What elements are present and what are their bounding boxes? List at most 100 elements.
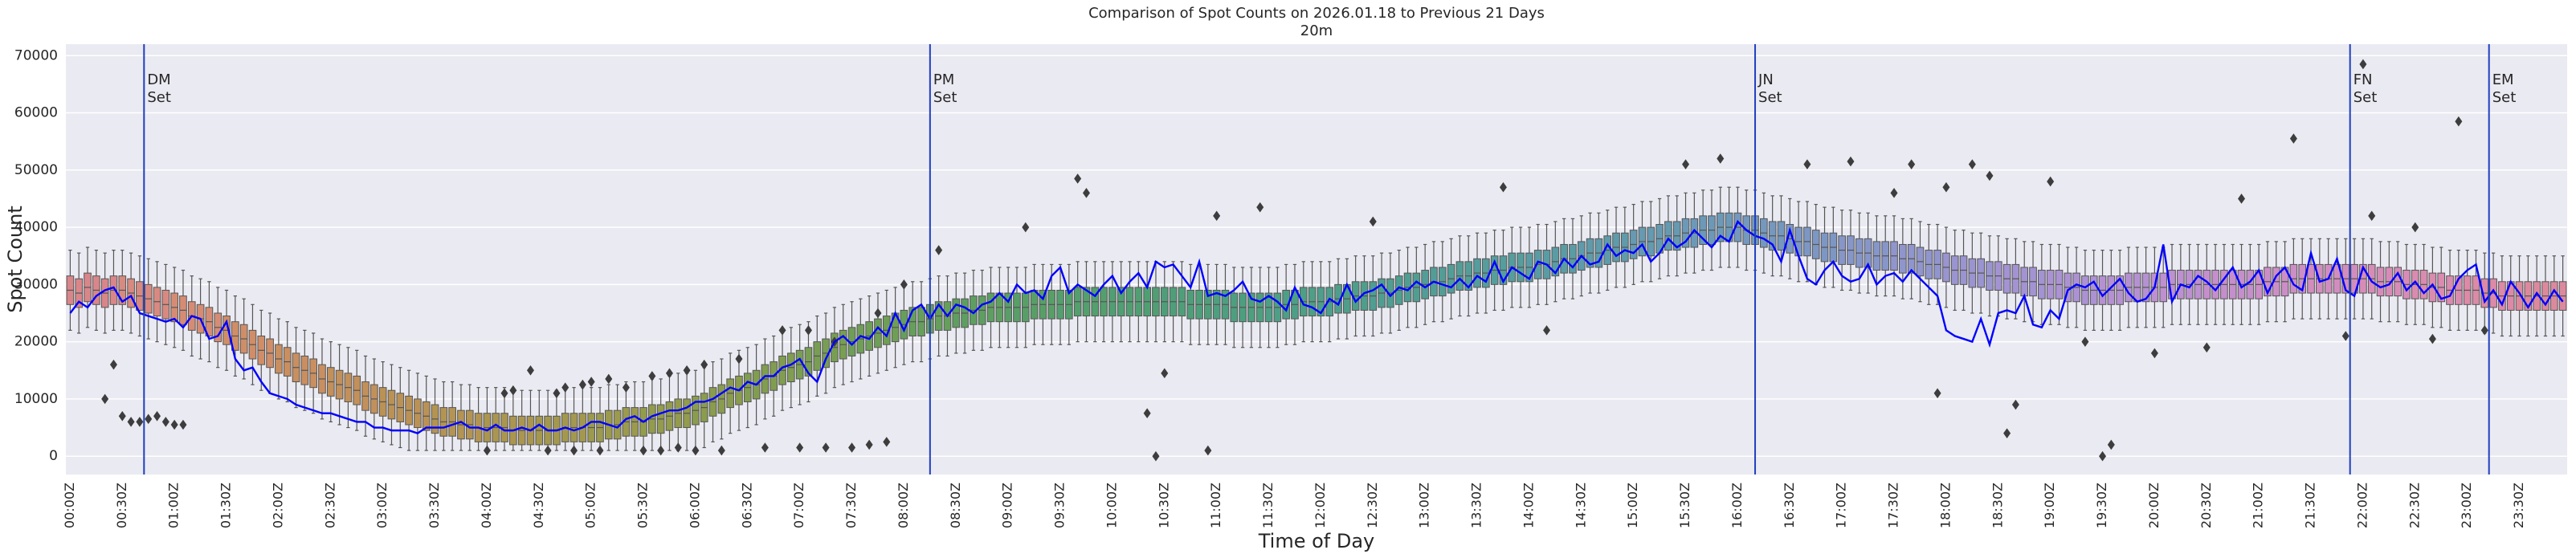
event-label: EM bbox=[2492, 71, 2514, 88]
outlier bbox=[2359, 59, 2367, 70]
outlier bbox=[1369, 216, 1377, 227]
x-tick-label: 12:30Z bbox=[1365, 483, 1380, 528]
outlier bbox=[553, 388, 561, 399]
outlier bbox=[2341, 331, 2349, 341]
x-tick-label: 13:30Z bbox=[1469, 483, 1484, 528]
outlier bbox=[1847, 156, 1855, 167]
outlier bbox=[561, 382, 569, 393]
outlier bbox=[179, 419, 187, 430]
x-tick-label: 15:30Z bbox=[1677, 483, 1692, 528]
outlier bbox=[1256, 202, 1264, 213]
reference-line bbox=[69, 219, 2564, 435]
outlier bbox=[509, 385, 517, 396]
x-tick-label: 19:00Z bbox=[2042, 483, 2057, 528]
x-tick-label: 03:00Z bbox=[374, 483, 390, 528]
outlier bbox=[1942, 181, 1950, 193]
outlier bbox=[526, 365, 534, 376]
outlier bbox=[1022, 222, 1030, 233]
x-tick-label: 04:30Z bbox=[531, 483, 546, 528]
outlier bbox=[1890, 188, 1898, 198]
x-tick-label: 06:00Z bbox=[687, 483, 702, 528]
y-tick-label: 60000 bbox=[14, 105, 58, 121]
outlier bbox=[822, 442, 830, 453]
x-tick-label: 17:00Z bbox=[1834, 483, 1849, 528]
outlier bbox=[648, 371, 656, 381]
outlier bbox=[101, 393, 109, 405]
y-tick-label: 0 bbox=[49, 448, 58, 464]
outlier bbox=[692, 445, 700, 456]
outlier bbox=[1152, 450, 1160, 462]
outlier bbox=[153, 410, 161, 422]
x-tick-label: 22:30Z bbox=[2407, 483, 2422, 528]
x-tick-label: 19:30Z bbox=[2094, 483, 2109, 528]
outlier bbox=[778, 325, 786, 336]
x-tick-label: 13:00Z bbox=[1417, 483, 1432, 528]
event-label: Set bbox=[2492, 89, 2517, 106]
event-label: PM bbox=[933, 71, 954, 88]
event-label: Set bbox=[933, 89, 957, 106]
x-tick-label: 09:00Z bbox=[1000, 483, 1015, 528]
outlier bbox=[1986, 170, 1994, 181]
outlier bbox=[2003, 428, 2011, 438]
outlier bbox=[2480, 325, 2488, 336]
outlier bbox=[2368, 210, 2376, 222]
outlier bbox=[1082, 188, 1090, 198]
outlier bbox=[145, 413, 153, 425]
outlier bbox=[605, 373, 613, 385]
outlier bbox=[2011, 399, 2019, 410]
event-label: DM bbox=[147, 71, 170, 88]
outlier bbox=[2411, 222, 2419, 233]
x-tick-label: 10:00Z bbox=[1104, 483, 1119, 528]
x-tick-label: 16:00Z bbox=[1729, 483, 1745, 528]
x-tick-label: 16:30Z bbox=[1782, 483, 1797, 528]
x-tick-label: 17:30Z bbox=[1886, 483, 1901, 528]
outlier bbox=[136, 417, 144, 427]
outlier bbox=[578, 379, 586, 390]
x-tick-label: 23:00Z bbox=[2459, 483, 2474, 528]
x-tick-label: 03:30Z bbox=[427, 483, 442, 528]
outlier bbox=[2047, 176, 2055, 187]
outlier bbox=[622, 382, 630, 393]
outlier bbox=[796, 442, 804, 453]
outlier bbox=[2202, 342, 2211, 353]
chart-title: Comparison of Spot Counts on 2026.01.18 … bbox=[1088, 5, 1545, 22]
outlier bbox=[1717, 153, 1725, 164]
x-tick-label: 10:30Z bbox=[1156, 483, 1171, 528]
outlier bbox=[1161, 368, 1169, 379]
outlier bbox=[1143, 408, 1151, 419]
outlier bbox=[2150, 348, 2158, 359]
x-tick-label: 07:00Z bbox=[791, 483, 806, 528]
outlier bbox=[1213, 210, 1221, 222]
outlier bbox=[1204, 445, 1212, 456]
outlier bbox=[657, 445, 665, 456]
event-label: Set bbox=[1758, 89, 1782, 106]
outlier bbox=[587, 377, 595, 387]
y-axis-title: Spot Count bbox=[4, 206, 27, 312]
x-tick-label: 11:00Z bbox=[1208, 483, 1223, 528]
event-label: Set bbox=[2354, 89, 2378, 106]
outlier bbox=[1933, 388, 1941, 399]
y-tick-label: 20000 bbox=[14, 334, 58, 350]
x-tick-label: 18:00Z bbox=[1937, 483, 1953, 528]
x-tick-label: 00:30Z bbox=[114, 483, 129, 528]
outlier bbox=[935, 245, 943, 255]
outlier bbox=[683, 365, 691, 376]
outlier bbox=[865, 439, 873, 450]
outlier bbox=[1499, 181, 1507, 193]
x-tick-label: 05:00Z bbox=[583, 483, 598, 528]
event-label: FN bbox=[2354, 71, 2373, 88]
x-tick-label: 21:30Z bbox=[2303, 483, 2318, 528]
event-label: Set bbox=[147, 89, 171, 106]
x-tick-label: 01:30Z bbox=[218, 483, 234, 528]
outlier bbox=[717, 445, 725, 456]
outlier bbox=[2081, 336, 2089, 347]
plot-background bbox=[66, 44, 2567, 475]
x-tick-label: 05:30Z bbox=[635, 483, 651, 528]
x-tick-label: 01:00Z bbox=[166, 483, 182, 528]
x-tick-label: 20:00Z bbox=[2146, 483, 2162, 528]
chart-subtitle: 20m bbox=[1300, 22, 1333, 39]
outlier bbox=[2455, 116, 2463, 127]
x-tick-label: 22:00Z bbox=[2354, 483, 2370, 528]
x-tick-label: 07:30Z bbox=[843, 483, 859, 528]
